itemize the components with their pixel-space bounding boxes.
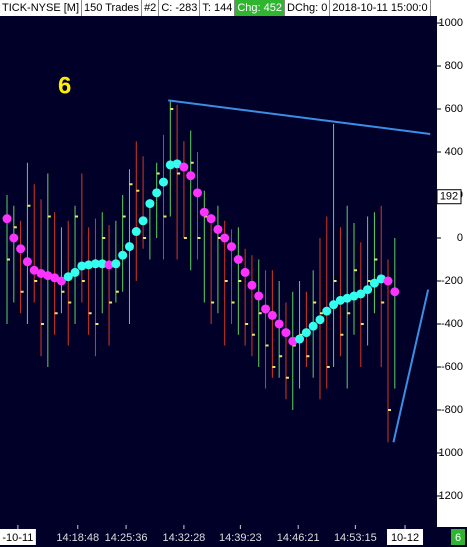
ma-dot: [233, 254, 243, 264]
x-tick-label: 14:32:28: [162, 532, 205, 544]
ma-dot: [329, 300, 339, 310]
ma-dot: [308, 321, 318, 331]
x-tick-label: 14:25:36: [105, 532, 148, 544]
y-tick-label: 0: [457, 232, 463, 244]
y-axis-panel: [437, 16, 467, 527]
ma-dot: [315, 315, 325, 325]
ma-dot: [227, 242, 237, 252]
ma-dot: [36, 268, 46, 278]
ma-dot: [9, 233, 19, 243]
ma-dot: [356, 289, 366, 299]
ma-dot: [363, 285, 373, 295]
ma-dot: [376, 274, 386, 284]
ma-dot: [118, 250, 128, 260]
corner-badge: 6: [455, 532, 461, 544]
trades: 150 Trades: [82, 0, 143, 16]
x-tick-label: 14:46:21: [277, 532, 320, 544]
y-tick-label: 600: [445, 103, 463, 115]
ma-dot: [70, 267, 80, 277]
y-tick-label: -600: [441, 361, 463, 373]
ma-dot: [186, 171, 196, 181]
ma-dot: [267, 310, 277, 320]
trendline: [392, 289, 430, 443]
ticks: T: 144: [200, 0, 236, 16]
ma-dot: [220, 233, 230, 243]
series-num: #2: [142, 0, 160, 16]
ma-dot: [349, 291, 359, 301]
x-tick-label: 14:39:23: [219, 532, 262, 544]
ma-dot: [29, 265, 39, 275]
y-tick-label: -400: [441, 318, 463, 330]
ma-dot: [158, 177, 168, 187]
datetime: 2018-10-11 15:00:0: [330, 0, 431, 16]
ma-dot: [172, 159, 182, 169]
ma-dot: [199, 207, 209, 217]
close: C: -283: [159, 0, 201, 16]
x-label-box: [387, 529, 424, 545]
ma-dot: [369, 278, 379, 288]
ma-dot: [2, 214, 12, 224]
ma-dot: [390, 287, 400, 297]
change: Chg: 452: [235, 0, 286, 16]
last-price: 192: [440, 191, 458, 203]
ma-dot: [240, 267, 250, 277]
trendline: [168, 99, 431, 135]
ma-dot: [206, 214, 216, 224]
x-tick-label: 10-12: [391, 532, 419, 544]
ma-dot: [111, 259, 121, 269]
ma-dot: [22, 257, 32, 267]
ma-dot: [247, 280, 257, 290]
ma-dot: [322, 306, 332, 316]
ma-dot: [152, 188, 162, 198]
ma-dot: [97, 259, 107, 269]
ma-dot: [131, 227, 141, 237]
y-tick-label: -1000: [435, 447, 463, 459]
y-tick-label: -1200: [435, 490, 463, 502]
ma-dot: [77, 261, 87, 271]
ma-dot: [274, 319, 284, 329]
y-tick-label: 400: [445, 146, 463, 158]
ma-dot: [84, 260, 94, 270]
ma-dot: [213, 224, 223, 234]
ma-dot: [179, 162, 189, 172]
ma-dot: [165, 160, 175, 170]
y-tick-label: 1000: [439, 17, 463, 29]
ma-dot: [342, 293, 352, 303]
annotation: 6: [58, 72, 71, 99]
x-tick-label: 14:18:48: [56, 532, 99, 544]
ma-dot: [104, 260, 114, 270]
ma-dot: [124, 242, 134, 252]
ma-dot: [145, 199, 155, 209]
ma-dot: [50, 273, 60, 283]
price-box: [436, 189, 462, 205]
ma-dot: [254, 291, 264, 301]
ma-dot: [63, 272, 73, 282]
day-change: DChg: 0: [285, 0, 331, 16]
ma-dot: [16, 244, 26, 254]
ma-dot: [295, 334, 305, 344]
header: TICK-NYSE [M] 150 Trades #2 C: -283 T: 1…: [0, 0, 467, 16]
ma-dot: [383, 276, 393, 286]
ma-dot: [261, 304, 271, 314]
ma-dot: [301, 328, 311, 338]
ma-dot: [138, 216, 148, 226]
ma-dot: [90, 259, 100, 269]
ma-dot: [43, 271, 53, 281]
ma-dot: [288, 336, 298, 346]
y-tick-label: -800: [441, 404, 463, 416]
y-tick-label: 800: [445, 60, 463, 72]
x-tick-label: -10-11: [2, 532, 33, 544]
ma-dot: [281, 328, 291, 338]
ma-dot: [335, 295, 345, 305]
ma-dot: [56, 276, 66, 286]
badge: [451, 529, 465, 545]
x-tick-label: 14:53:15: [334, 532, 377, 544]
symbol: TICK-NYSE [M]: [0, 0, 83, 16]
y-tick-label: -200: [441, 275, 463, 287]
ma-dot: [193, 188, 203, 198]
x-label-box: [0, 529, 36, 545]
